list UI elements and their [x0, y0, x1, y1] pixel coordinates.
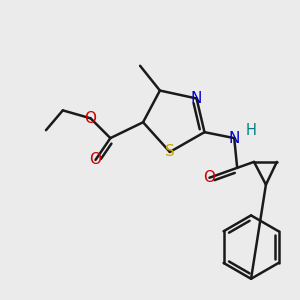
Text: S: S [165, 145, 175, 160]
Text: N: N [191, 91, 202, 106]
Text: O: O [89, 152, 101, 167]
Text: O: O [85, 111, 97, 126]
Text: N: N [229, 130, 240, 146]
Text: H: H [246, 123, 256, 138]
Text: O: O [203, 170, 215, 185]
